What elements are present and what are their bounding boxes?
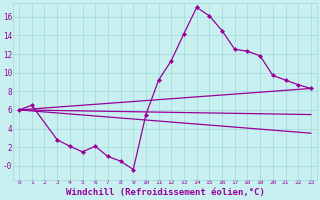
X-axis label: Windchill (Refroidissement éolien,°C): Windchill (Refroidissement éolien,°C)	[66, 188, 264, 197]
